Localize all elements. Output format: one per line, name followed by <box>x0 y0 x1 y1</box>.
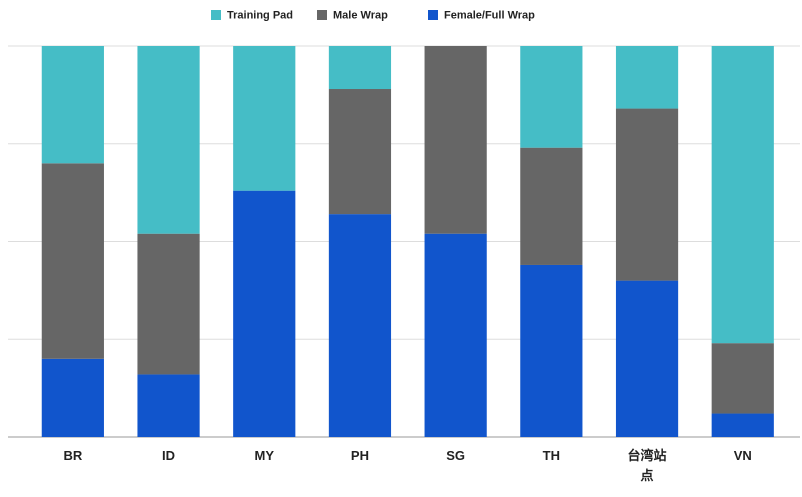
bar-segment <box>137 233 200 375</box>
x-tick-label: 台湾站点 <box>627 448 667 483</box>
bar-segment <box>137 46 200 234</box>
bar-segment <box>615 46 679 109</box>
bar-segment <box>41 358 104 437</box>
bar-segment <box>41 163 104 359</box>
bar-segment <box>233 46 296 191</box>
bar-segment <box>711 343 774 414</box>
x-tick-label: MY <box>254 448 275 463</box>
x-tick-label: ID <box>162 448 176 463</box>
legend-label: Male Wrap <box>333 9 388 21</box>
bar-segment <box>520 264 583 437</box>
legend-swatch <box>317 10 327 20</box>
bar-segment <box>520 147 583 265</box>
bar-segment <box>137 374 200 437</box>
bar-segment <box>711 46 774 344</box>
bar-segment <box>41 46 104 164</box>
legend-label: Training Pad <box>227 9 293 21</box>
bar-segment <box>424 233 487 437</box>
bar-segment <box>615 280 679 437</box>
bar-segment <box>328 46 392 90</box>
legend-swatch <box>428 10 438 20</box>
x-tick-label: TH <box>542 448 561 463</box>
legend-label: Female/Full Wrap <box>444 9 535 21</box>
x-tick-label: VN <box>733 448 752 463</box>
bar-segment <box>615 108 679 281</box>
legend-swatch <box>211 10 221 20</box>
x-tick-label: SG <box>446 448 466 463</box>
bar-segment <box>328 89 392 215</box>
bar-segment <box>711 413 774 437</box>
bar-segment <box>520 46 583 148</box>
bar-segment <box>233 190 296 437</box>
x-tick-label: PH <box>350 448 369 463</box>
bar-segment <box>328 214 392 437</box>
x-tick-label: BR <box>63 448 83 463</box>
bar-segment <box>424 46 487 234</box>
